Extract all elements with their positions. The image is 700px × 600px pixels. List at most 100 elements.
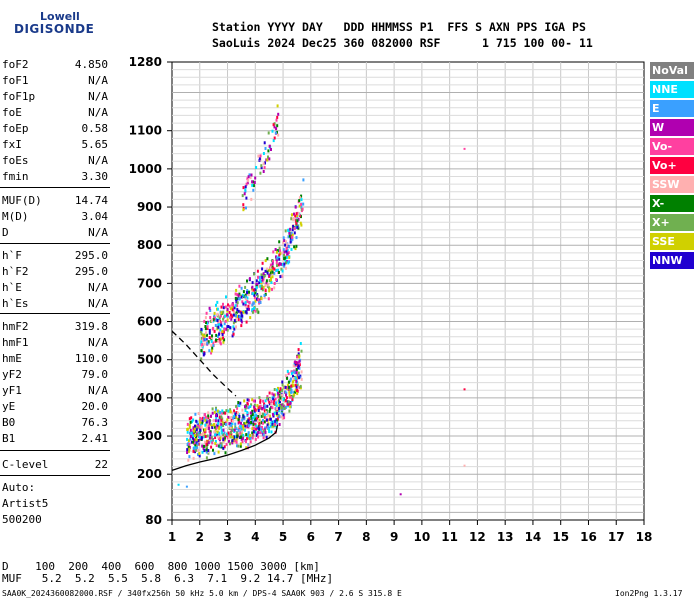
echo-point [273,271,276,275]
param-row: foEs N/A [2,154,108,170]
echo-point [263,407,266,411]
echo-point [269,263,272,267]
echo-point [242,310,244,314]
echo-point [235,288,238,292]
echo-point [222,317,225,321]
echo-point [277,133,280,137]
echo-point [231,411,234,415]
param-row: yF1 N/A [2,384,108,400]
echo-point [284,266,287,270]
echo-point [234,435,237,439]
echo-point [262,419,264,422]
param-label: yE [2,400,16,413]
echo-point [268,391,271,395]
echo-point [254,417,257,421]
echo-point [262,170,265,173]
echo-point [223,327,226,331]
echo-point [259,284,262,288]
echo-point [283,253,285,257]
echo-point [281,383,284,387]
echo-point [205,418,208,422]
echo-point [218,426,221,429]
echo-point [189,437,192,441]
echo-point [282,241,285,245]
density-profile-dashed-line [171,330,237,397]
echo-point [263,274,266,278]
echo-point [284,258,287,262]
echo-point [229,416,231,420]
echo-point [263,294,266,297]
echo-point [235,440,238,444]
echo-point [283,262,286,266]
echo-point [207,414,210,418]
echo-point [232,325,235,329]
echo-point [275,127,278,131]
param-label: hmF2 [2,320,29,333]
echo-point [272,424,275,428]
echo-point [237,418,240,422]
echo-point [261,261,264,265]
echo-point [245,311,248,315]
echo-point [214,436,217,440]
echo-point [246,291,248,295]
echo-point [242,425,245,429]
echo-point [196,442,199,446]
echo-point [277,395,280,399]
echo-point [266,404,269,408]
echo-point [300,370,303,374]
echo-point [242,186,245,190]
echo-point [239,401,242,405]
echo-point [286,383,289,387]
echo-point [258,275,261,279]
echo-point [293,245,296,249]
legend-item-nne: NNE [650,81,694,98]
echo-point [284,385,287,389]
echo-point [220,311,223,315]
echo-point [200,337,203,340]
echo-point [278,423,281,426]
echo-point [292,384,295,388]
param-value: 2.41 [81,432,109,445]
echo-point [274,131,277,135]
echo-point [257,298,260,302]
echo-point [246,299,249,303]
echo-point [260,273,263,277]
echo-point [289,240,292,244]
echo-point [240,320,243,324]
echo-point [241,314,244,318]
echo-point [264,259,267,263]
x-tick-label: 6 [307,530,315,544]
echo-point [290,384,293,388]
echo-point [277,255,280,259]
legend-item-nnw: NNW [650,252,694,269]
echo-point [217,334,219,338]
echo-point [240,318,243,322]
echo-point [192,449,195,453]
echo-point [298,366,301,370]
echo-point [268,268,271,272]
echo-point [275,258,278,262]
echo-point [249,316,252,320]
echo-point [226,325,229,329]
auto-label: Auto: [2,481,36,494]
echo-point [286,369,289,373]
x-tick-label: 11 [441,530,458,544]
echo-point [190,416,193,420]
y-tick-label: 600 [137,315,162,329]
echo-point [399,493,402,496]
echo-point [463,147,466,150]
echo-point [195,438,198,442]
legend-item-e: E [650,100,694,117]
echo-point [226,309,229,313]
param-value: 295.0 [74,265,108,278]
echo-point [202,432,205,436]
echo-point [217,422,220,426]
echo-point [279,249,281,253]
echo-point [297,366,300,370]
echo-point [289,405,292,409]
echo-point [246,411,249,414]
echo-point [267,297,270,301]
echo-point [234,439,237,443]
echo-point [253,306,256,310]
echo-point [236,297,239,301]
